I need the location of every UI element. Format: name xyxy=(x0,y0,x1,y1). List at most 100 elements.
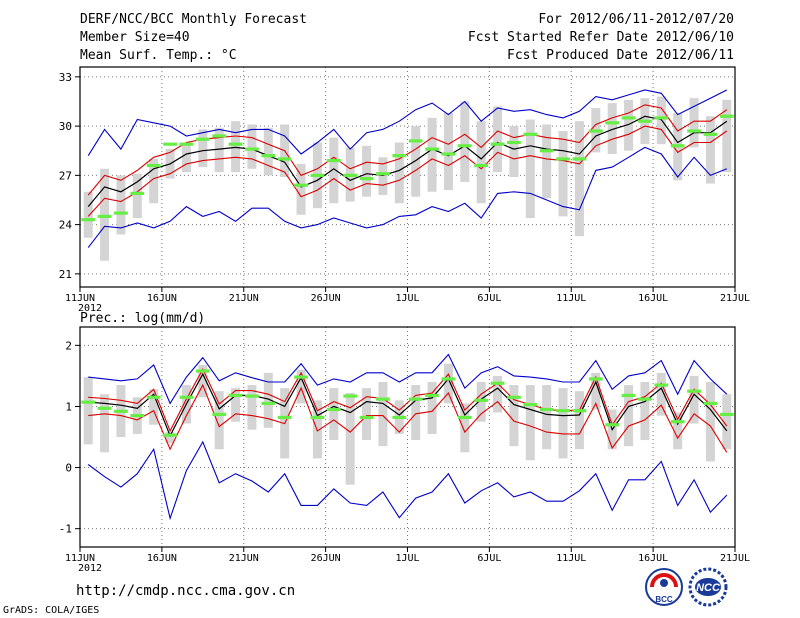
y-tick-label: 30 xyxy=(59,120,72,133)
median-mark xyxy=(245,394,259,398)
median-mark xyxy=(408,397,423,401)
x-tick-label: 16JUN xyxy=(147,553,177,564)
median-mark xyxy=(81,218,96,222)
spread-box xyxy=(394,142,404,204)
spread-box xyxy=(312,400,322,459)
median-mark xyxy=(507,395,521,399)
x-tick-label: 16JUL xyxy=(638,293,668,304)
y-tick-label: 27 xyxy=(59,169,72,182)
spread-box xyxy=(378,382,388,447)
x-tick-label: 21JUN xyxy=(229,553,259,564)
spread-box xyxy=(525,385,535,461)
median-mark xyxy=(114,409,128,413)
median-mark xyxy=(212,412,227,416)
median-mark xyxy=(703,132,718,136)
median-mark xyxy=(146,395,161,399)
x-tick-label: 11JUL xyxy=(556,293,586,304)
spread-box xyxy=(329,388,339,441)
bcc-logo-text: BCC xyxy=(655,595,673,604)
spread-box xyxy=(296,163,306,215)
median-mark xyxy=(392,154,407,158)
spread-box xyxy=(476,121,486,204)
series-line-ensemble-min xyxy=(87,440,728,521)
spread-box xyxy=(165,432,175,444)
median-mark xyxy=(245,147,259,151)
median-mark xyxy=(523,132,538,136)
median-mark xyxy=(507,140,521,145)
spread-box xyxy=(624,385,634,447)
spread-box xyxy=(558,388,568,459)
median-mark xyxy=(457,415,472,420)
median-mark xyxy=(146,163,161,168)
median-mark xyxy=(703,401,718,405)
y-tick-label: 0 xyxy=(65,462,72,475)
series-line-ensemble-max xyxy=(87,89,728,156)
median-mark xyxy=(687,389,701,393)
median-mark xyxy=(130,414,145,418)
grads-credit: GrADS: COLA/IGES xyxy=(3,605,100,616)
median-mark xyxy=(556,409,570,413)
series-line-ensemble-mean xyxy=(88,372,728,438)
median-mark xyxy=(441,377,456,381)
median-mark xyxy=(638,397,652,401)
ncc-logo: NCC xyxy=(688,567,728,607)
spread-box xyxy=(132,173,142,219)
variable-label: Mean Surf. Temp.: °C xyxy=(80,48,237,63)
spread-box xyxy=(705,116,715,184)
median-mark xyxy=(81,400,96,404)
median-mark xyxy=(425,147,439,151)
median-mark xyxy=(474,398,489,402)
spread-box xyxy=(722,394,732,450)
spread-box xyxy=(542,124,552,199)
spread-box xyxy=(181,142,191,173)
x-tick-label: 11JUL xyxy=(556,553,586,564)
forecast-start-date: Fcst Started Refer Date 2012/06/10 xyxy=(467,30,734,45)
spread-box xyxy=(345,393,355,485)
footer-url[interactable]: http://cmdp.ncc.cma.gov.cn xyxy=(76,583,296,599)
spread-box xyxy=(591,372,601,410)
median-mark xyxy=(97,406,112,410)
spread-box xyxy=(640,382,650,441)
median-mark xyxy=(687,129,701,133)
median-mark xyxy=(294,183,308,187)
median-mark xyxy=(326,407,341,412)
plot-frame xyxy=(79,66,736,288)
spread-box xyxy=(83,377,93,445)
spread-box xyxy=(83,191,93,238)
median-mark xyxy=(523,403,538,407)
y-tick-label: 1 xyxy=(65,400,72,413)
x-year-label: 2012 xyxy=(78,303,102,314)
median-mark xyxy=(638,119,652,123)
spread-box xyxy=(493,106,503,173)
median-mark xyxy=(474,163,489,168)
median-mark xyxy=(588,377,603,381)
spread-box xyxy=(263,127,273,176)
spread-box xyxy=(263,372,273,428)
panel-precipitation: 11JUN 16JUN 21JUN 26JUN 1JUL 6JUL 11JUL 16JUL 21… xyxy=(59,326,750,574)
spread-box xyxy=(427,382,437,434)
spread-box xyxy=(722,99,732,173)
spread-box xyxy=(100,394,110,453)
precip-panel-title: Prec.: log(mm/d) xyxy=(80,311,205,326)
median-mark xyxy=(228,393,243,398)
panel-temperature: 11JUN 16JUN 21JUN 26JUN 1JUL 6JUL 11JUL 16JUL 21… xyxy=(59,66,750,314)
spread-box xyxy=(247,385,257,430)
median-mark xyxy=(392,415,407,420)
median-mark xyxy=(670,420,685,424)
series-line-mean-std xyxy=(87,125,728,217)
x-tick-label: 6JUL xyxy=(477,553,501,564)
series-line-mean-std xyxy=(88,367,728,433)
spread-box xyxy=(329,137,339,204)
spread-box xyxy=(443,112,453,191)
median-mark xyxy=(376,172,390,176)
y-tick-label: 21 xyxy=(59,268,72,281)
y-tick-label: 24 xyxy=(59,219,73,232)
y-tick-label: -1 xyxy=(59,523,72,536)
spread-box xyxy=(558,131,568,217)
series-line-mean-std xyxy=(87,104,728,196)
spread-box xyxy=(509,126,519,177)
series-line-ensemble-max xyxy=(88,353,728,405)
median-mark xyxy=(294,375,308,379)
median-mark xyxy=(719,114,734,118)
